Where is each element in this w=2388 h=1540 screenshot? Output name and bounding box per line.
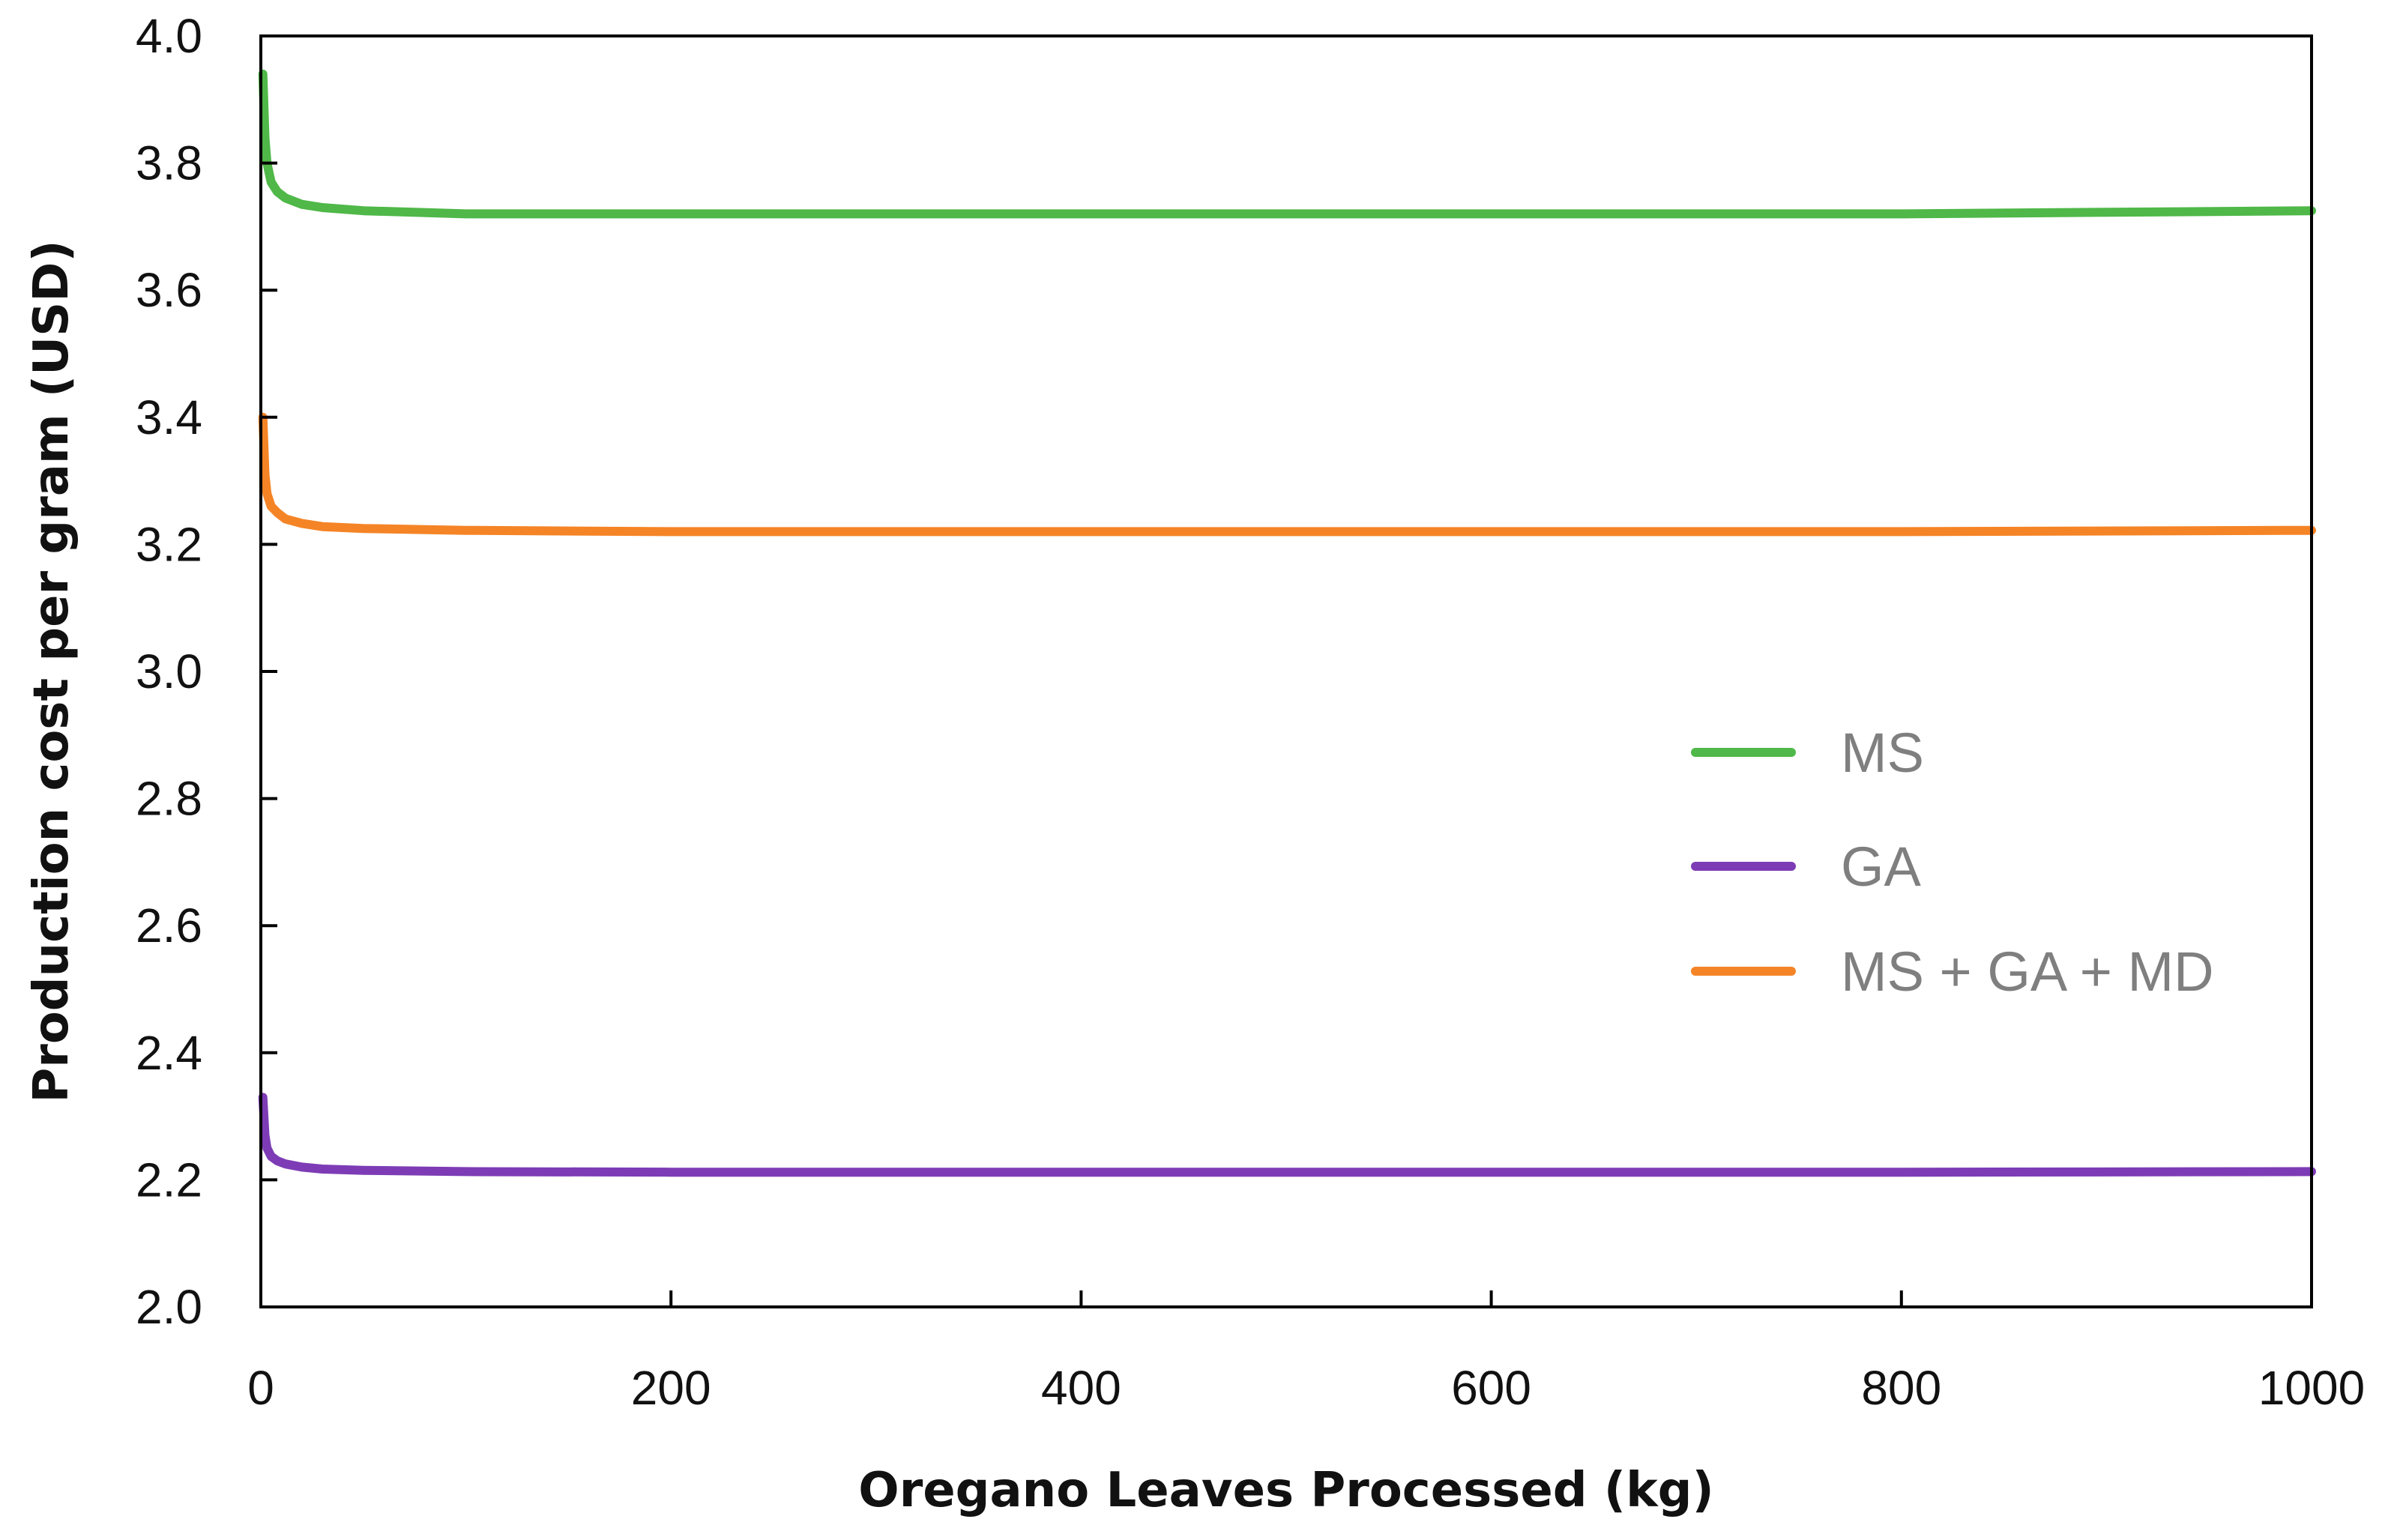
x-tick-label: 400 bbox=[1041, 1361, 1121, 1415]
legend: MS GA MS + GA + MD bbox=[1691, 722, 2214, 1003]
y-tick-label: 3.6 bbox=[136, 263, 202, 317]
y-tick-label: 3.8 bbox=[136, 136, 202, 190]
y-tick-label: 3.2 bbox=[136, 517, 202, 571]
x-tick-label: 200 bbox=[631, 1361, 711, 1415]
legend-label: MS bbox=[1841, 722, 1924, 784]
x-tick-label: 800 bbox=[1861, 1361, 1941, 1415]
y-tick-label: 3.4 bbox=[136, 390, 202, 444]
legend-label: MS + GA + MD bbox=[1841, 940, 2214, 1003]
series-line-ga bbox=[258, 1093, 2316, 1177]
x-tick-label: 1000 bbox=[2258, 1361, 2365, 1415]
legend-label: GA bbox=[1841, 836, 1922, 898]
y-tick-label: 2.8 bbox=[136, 772, 202, 826]
y-axis-title: Production cost per gram (USD) bbox=[24, 240, 79, 1102]
y-tick-label: 4.0 bbox=[136, 9, 202, 63]
plot-area bbox=[259, 34, 2313, 1308]
y-axis: 2.0 2.2 2.4 2.6 2.8 3.0 3.2 3.4 3.6 3.8 4.0 bbox=[136, 9, 277, 1334]
y-tick-label: 2.4 bbox=[136, 1026, 202, 1080]
series-line-ms bbox=[258, 69, 2316, 219]
plot-lines bbox=[258, 69, 2316, 1177]
x-tick-label: 600 bbox=[1451, 1361, 1531, 1415]
y-tick-label: 3.0 bbox=[136, 644, 202, 698]
x-tick-label: 0 bbox=[247, 1361, 274, 1415]
series-line-ms-ga-md bbox=[258, 412, 2316, 537]
x-axis: 0 200 400 600 800 1000 bbox=[247, 1290, 2365, 1415]
y-tick-label: 2.6 bbox=[136, 899, 202, 952]
y-tick-label: 2.0 bbox=[136, 1280, 202, 1334]
x-axis-title: Oregano Leaves Processed (kg) bbox=[858, 1463, 1713, 1518]
y-tick-label: 2.2 bbox=[136, 1153, 202, 1207]
